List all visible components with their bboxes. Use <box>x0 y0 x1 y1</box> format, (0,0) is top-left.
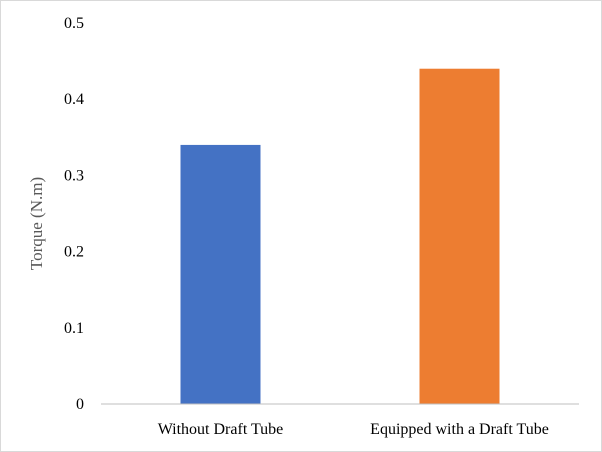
bar-0 <box>180 144 261 405</box>
y-tick-label: 0.5 <box>64 15 84 32</box>
y-tick-label: 0.3 <box>64 167 84 184</box>
y-tick-label: 0.1 <box>64 320 84 337</box>
x-category-label: Without Draft Tube <box>158 421 284 438</box>
y-axis-title: Torque (N.m) <box>27 177 46 270</box>
bars <box>180 68 500 405</box>
x-category-label: Equipped with a Draft Tube <box>370 421 549 438</box>
y-tick-label: 0 <box>76 396 84 413</box>
bar-1 <box>419 68 500 404</box>
y-tick-label: 0.4 <box>64 91 84 108</box>
y-tick-label: 0.2 <box>64 244 84 261</box>
x-axis-labels: Without Draft Tube Equipped with a Draft … <box>158 421 549 438</box>
y-axis-ticks: 0 0.1 0.2 0.3 0.4 0.5 <box>64 15 84 413</box>
